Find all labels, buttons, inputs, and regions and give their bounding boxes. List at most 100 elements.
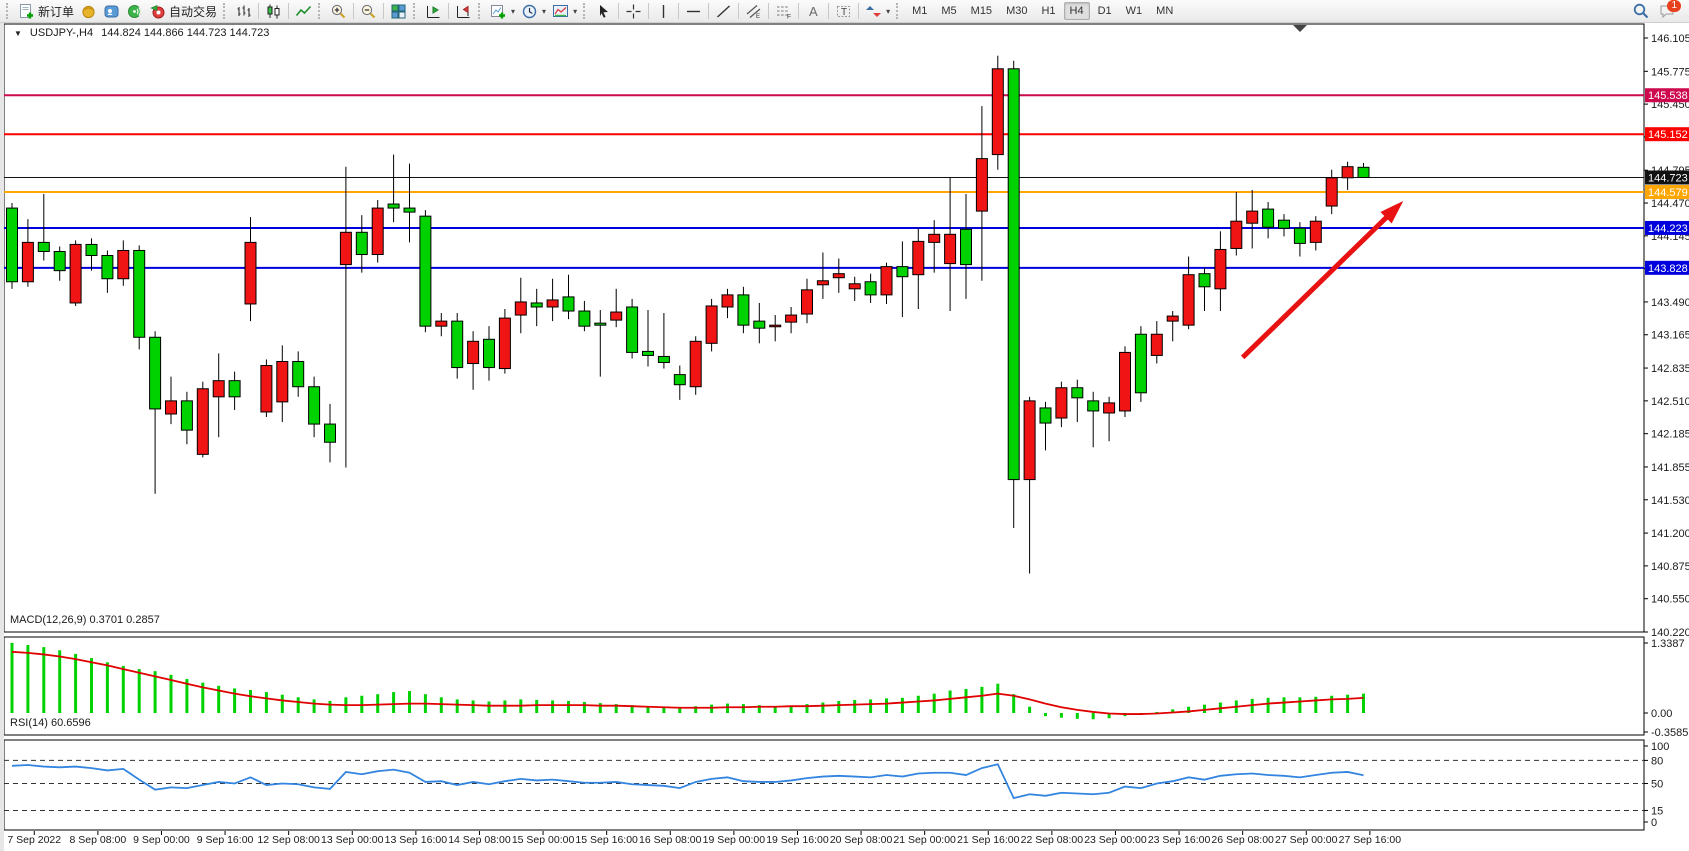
timeframe-button-mn[interactable]: MN [1156, 5, 1174, 17]
candle [1309, 220, 1322, 243]
price-line-badge-label: 145.538 [1648, 90, 1688, 102]
candle [1055, 387, 1068, 419]
text-label-button[interactable]: T [832, 2, 855, 21]
crosshair-icon [625, 3, 642, 20]
candle [1119, 351, 1131, 412]
price-tick-label: 146.105 [1651, 33, 1689, 45]
toolbar-grip[interactable] [896, 3, 902, 19]
candle [85, 243, 98, 257]
arrows-icon [865, 3, 882, 20]
toolbar-grip[interactable] [223, 3, 229, 19]
new-order-icon [18, 3, 35, 20]
candlestick-chart-button[interactable] [262, 2, 285, 21]
trend-arrow-head [1380, 201, 1404, 224]
fibonacci-button[interactable]: F [772, 2, 795, 21]
chart-symbol-title[interactable]: ▼ USDJPY-,H4 144.824 144.866 144.723 144… [14, 27, 269, 39]
chart-surface[interactable]: 146.105145.775145.450145.125144.795144.4… [4, 23, 1689, 851]
timeframe-button-m15[interactable]: M15 [970, 5, 993, 17]
candle [1039, 407, 1052, 424]
candle [578, 310, 591, 327]
timeframe-button-m1[interactable]: M1 [912, 5, 928, 17]
periods-button[interactable]: ▾ [518, 2, 549, 21]
price-line-badge-label: 145.152 [1648, 129, 1688, 141]
zoom-out-button[interactable] [357, 2, 380, 21]
candle [244, 241, 257, 305]
horizontal-line-button[interactable] [682, 2, 705, 21]
community-button[interactable] [100, 2, 123, 21]
candle [753, 320, 766, 329]
autotrade-button[interactable]: 自动交易 [146, 2, 220, 21]
price-tick-label: 142.835 [1651, 363, 1689, 375]
timeframe-button-h4[interactable]: H4 [1063, 2, 1090, 20]
price-tick-label: 141.855 [1651, 462, 1689, 474]
toolbar-grip[interactable] [6, 3, 12, 19]
chat-button[interactable]: 1 [1658, 0, 1681, 20]
trend-arrow-annotation[interactable] [1240, 208, 1395, 360]
main-pane[interactable] [4, 23, 1645, 633]
new-order-button[interactable]: 新订单 [15, 2, 77, 21]
candle [483, 338, 495, 369]
candle [133, 249, 146, 338]
timeframe-button-m5[interactable]: M5 [941, 5, 957, 17]
tile-windows-icon [390, 3, 407, 20]
zoom-in-button[interactable] [327, 2, 350, 21]
candle [801, 289, 813, 315]
timeframe-button-m30[interactable]: M30 [1006, 5, 1028, 17]
text-button[interactable]: A [802, 2, 825, 21]
candle [546, 299, 559, 308]
trendline-button[interactable] [712, 2, 735, 21]
candle [642, 350, 654, 356]
candle [626, 306, 639, 353]
price-tick-label: 143.490 [1651, 297, 1689, 309]
indicators-button[interactable]: ▾ [487, 2, 518, 21]
toolbar: 新订单 自动交易 [0, 0, 1689, 23]
candle [371, 207, 384, 256]
notification-badge: 1 [1667, 0, 1681, 12]
chart-shift-marker-icon[interactable] [1293, 25, 1307, 32]
price-tick-label: 142.510 [1651, 396, 1689, 408]
toolbar-grip[interactable] [318, 3, 324, 19]
timeframe-button-h1[interactable]: H1 [1041, 5, 1056, 17]
candle [435, 320, 448, 327]
chart-dropdown-icon[interactable]: ▼ [14, 28, 22, 38]
rsi-pane[interactable] [4, 739, 1645, 831]
candle [498, 317, 511, 370]
dropdown-caret-icon: ▾ [542, 6, 547, 16]
channel-button[interactable]: E [742, 2, 765, 21]
candle [864, 281, 877, 296]
date-tick-label: 19 Sep 16:00 [766, 834, 829, 846]
price-line-badge-label: 143.828 [1648, 263, 1688, 275]
candle [1071, 387, 1084, 399]
timeframe-button-w1[interactable]: W1 [1125, 5, 1143, 17]
autotrade-label: 自动交易 [169, 4, 218, 19]
market-button[interactable] [77, 2, 100, 21]
templates-button[interactable]: ▾ [549, 2, 580, 21]
indicators-icon [490, 3, 507, 20]
vertical-line-button[interactable] [652, 2, 675, 21]
candle [21, 241, 34, 283]
timeframe-button-d1[interactable]: D1 [1097, 5, 1112, 17]
signals-button[interactable] [123, 2, 146, 21]
toolbar-grip[interactable] [413, 3, 419, 19]
bar-chart-button[interactable] [232, 2, 255, 21]
toolbar-grip[interactable] [478, 3, 484, 19]
chart-shift-button[interactable] [422, 2, 445, 21]
cursor-button[interactable] [592, 2, 615, 21]
auto-scroll-button[interactable] [452, 2, 475, 21]
arrows-button[interactable]: ▾ [862, 2, 893, 21]
search-button[interactable] [1629, 2, 1652, 21]
date-tick-label: 9 Sep 00:00 [133, 834, 190, 846]
candle [1087, 400, 1100, 412]
macd-pane[interactable] [4, 636, 1645, 736]
toolbar-grip[interactable] [583, 3, 589, 19]
date-tick-label: 8 Sep 08:00 [70, 834, 127, 846]
candle [1134, 333, 1147, 394]
line-chart-icon [295, 3, 312, 20]
candle [514, 301, 527, 316]
rsi-line [11, 763, 1364, 800]
dropdown-caret-icon: ▾ [511, 6, 516, 16]
candle [180, 400, 193, 431]
line-chart-button[interactable] [292, 2, 315, 21]
crosshair-button[interactable] [622, 2, 645, 21]
tile-windows-button[interactable] [387, 2, 410, 21]
